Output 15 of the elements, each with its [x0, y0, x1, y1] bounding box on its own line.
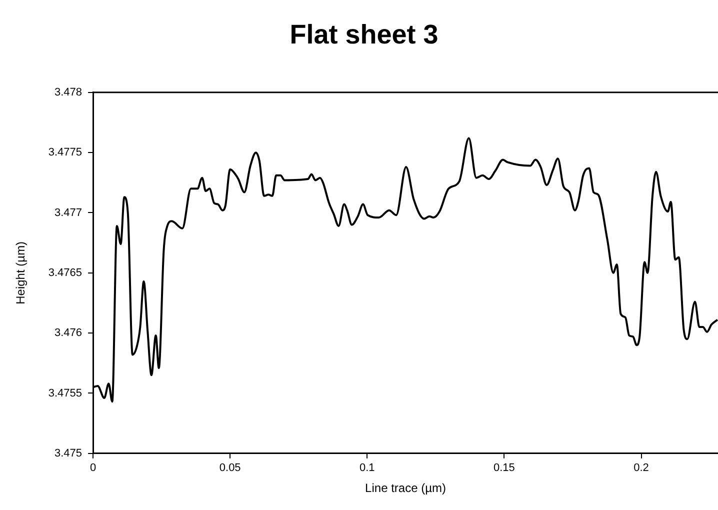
- x-tick-label: 0.05: [219, 462, 241, 474]
- x-tick-label: 0: [90, 462, 96, 474]
- y-axis-title: Height (µm): [14, 241, 28, 304]
- y-tick-label: 3.4775: [48, 146, 82, 159]
- x-tick-label: 0.15: [493, 462, 515, 474]
- x-tick-label: 0.1: [360, 462, 375, 474]
- chart-title: Flat sheet 3: [290, 20, 438, 50]
- y-tick-label: 3.475: [54, 447, 82, 460]
- x-tick-label: 0.2: [634, 462, 649, 474]
- y-tick-label: 3.476: [54, 327, 82, 340]
- y-tick-label: 3.4765: [48, 266, 82, 279]
- y-tick-label: 3.4755: [48, 387, 82, 400]
- y-tick-label: 3.477: [54, 206, 82, 219]
- x-axis-title: Line trace (µm): [365, 481, 446, 496]
- y-tick-label: 3.478: [54, 86, 82, 98]
